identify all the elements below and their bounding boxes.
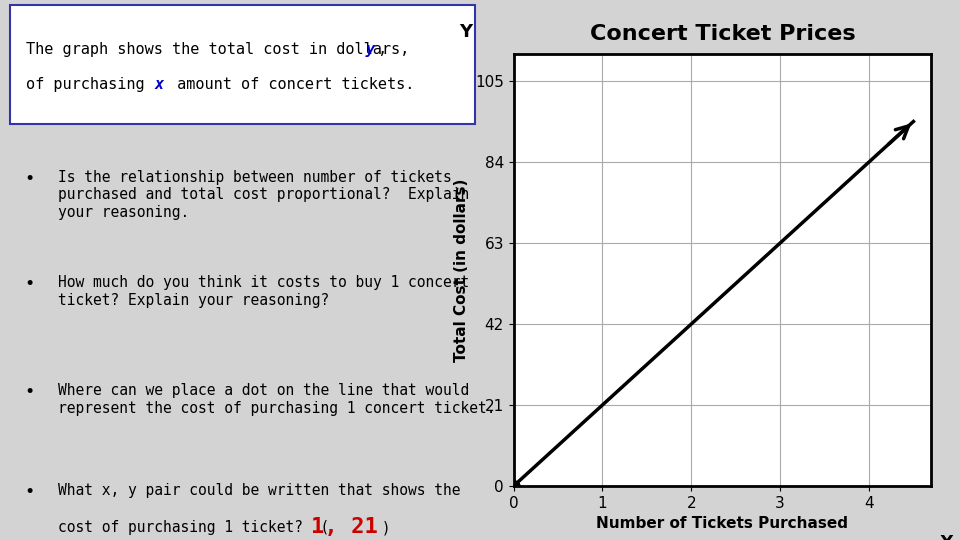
- Text: Y: Y: [459, 23, 472, 41]
- Text: X: X: [940, 534, 953, 540]
- Title: Concert Ticket Prices: Concert Ticket Prices: [589, 24, 855, 44]
- Text: ): ): [372, 520, 390, 535]
- Text: •: •: [24, 483, 35, 501]
- Text: Is the relationship between number of tickets
purchased and total cost proportio: Is the relationship between number of ti…: [58, 170, 468, 220]
- Text: 1, 21: 1, 21: [311, 517, 377, 537]
- Text: The graph shows the total cost in dollars,: The graph shows the total cost in dollar…: [26, 42, 419, 57]
- Text: Where can we place a dot on the line that would
represent the cost of purchasing: Where can we place a dot on the line tha…: [58, 383, 495, 416]
- Y-axis label: Total Cost (in dollars): Total Cost (in dollars): [454, 178, 469, 362]
- Text: cost of purchasing 1 ticket?  (: cost of purchasing 1 ticket? (: [58, 520, 329, 535]
- Text: •: •: [24, 383, 35, 401]
- Text: ,: ,: [378, 42, 388, 57]
- Text: How much do you think it costs to buy 1 concert
ticket? Explain your reasoning?: How much do you think it costs to buy 1 …: [58, 275, 468, 308]
- Text: amount of concert tickets.: amount of concert tickets.: [168, 77, 415, 92]
- FancyBboxPatch shape: [10, 5, 475, 124]
- Text: •: •: [24, 275, 35, 293]
- X-axis label: Number of Tickets Purchased: Number of Tickets Purchased: [596, 516, 849, 531]
- Text: y: y: [366, 42, 375, 57]
- Text: •: •: [24, 170, 35, 188]
- Text: What x, y pair could be written that shows the: What x, y pair could be written that sho…: [58, 483, 460, 498]
- Text: x: x: [155, 77, 164, 92]
- Text: of purchasing: of purchasing: [26, 77, 155, 92]
